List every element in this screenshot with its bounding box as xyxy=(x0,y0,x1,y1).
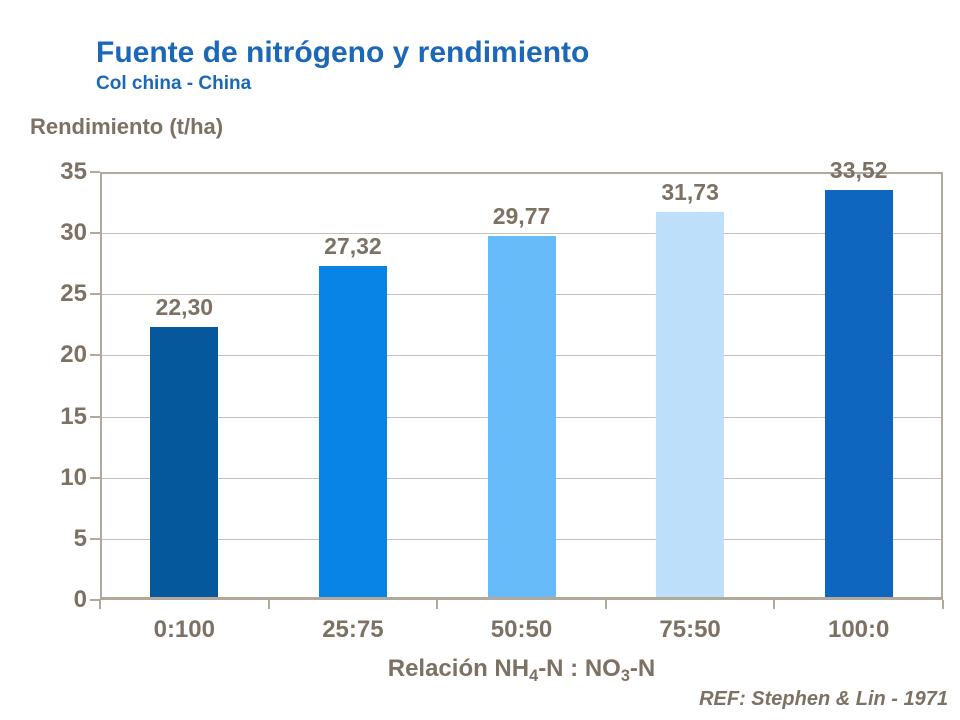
x-axis-tick xyxy=(99,600,101,609)
bar-25-75 xyxy=(318,265,387,600)
bar-value-label: 27,32 xyxy=(324,232,382,259)
bar-value-label: 33,52 xyxy=(829,157,888,184)
x-category-label: 0:100 xyxy=(153,616,215,643)
y-axis-tick xyxy=(90,476,100,479)
bar-100-0 xyxy=(824,190,893,600)
x-category-label: 25:75 xyxy=(322,616,384,643)
chart-subtitle: Col china - China xyxy=(96,73,252,94)
bar-50-50 xyxy=(487,235,556,600)
y-axis-title: Rendimiento (t/ha) xyxy=(30,114,224,139)
x-axis-tick xyxy=(942,600,944,609)
bar-value-label: 22,30 xyxy=(155,294,214,321)
x-category-label: 100:0 xyxy=(827,616,890,643)
x-axis-title: Relación NH4-N : NO3-N xyxy=(387,655,656,685)
y-axis-tick xyxy=(90,415,100,418)
y-tick-label: 5 xyxy=(73,524,87,552)
y-axis-tick xyxy=(90,599,100,601)
bar-0-100 xyxy=(150,327,219,600)
chart-title: Fuente de nitrógeno y rendimiento xyxy=(96,36,590,69)
y-tick-label: 15 xyxy=(60,402,87,430)
x-axis-tick xyxy=(773,600,776,609)
x-axis-tick xyxy=(267,600,270,609)
y-axis-tick xyxy=(90,354,100,357)
bar-chart-plot-area: 22,30 27,32 29,77 31,73 33,52 xyxy=(100,157,943,600)
y-tick-label: 0 xyxy=(73,586,87,613)
reference-note: REF: Stephen & Lin - 1971 xyxy=(699,688,948,710)
x-axis-tick xyxy=(436,600,439,609)
y-tick-label: 25 xyxy=(60,280,87,308)
x-axis-tick xyxy=(604,600,607,609)
y-tick-label: 30 xyxy=(60,219,87,247)
x-category-label: 50:50 xyxy=(490,616,553,643)
y-axis-tick xyxy=(90,293,100,296)
bar-value-label: 31,73 xyxy=(661,178,719,205)
y-axis-tick xyxy=(90,171,100,173)
y-tick-label: 20 xyxy=(60,341,87,369)
x-axis-title-subscript: 4 xyxy=(529,666,539,685)
gridline xyxy=(100,233,943,235)
bar-value-label: 29,77 xyxy=(492,202,551,229)
y-tick-label: 10 xyxy=(60,463,87,491)
y-axis-tick xyxy=(90,537,100,540)
x-axis-title-subscript: 3 xyxy=(620,666,630,685)
y-tick-label: 35 xyxy=(60,158,87,185)
x-category-label: 75:50 xyxy=(659,616,721,643)
y-axis-tick xyxy=(90,232,100,235)
bar-75-50 xyxy=(656,211,725,600)
